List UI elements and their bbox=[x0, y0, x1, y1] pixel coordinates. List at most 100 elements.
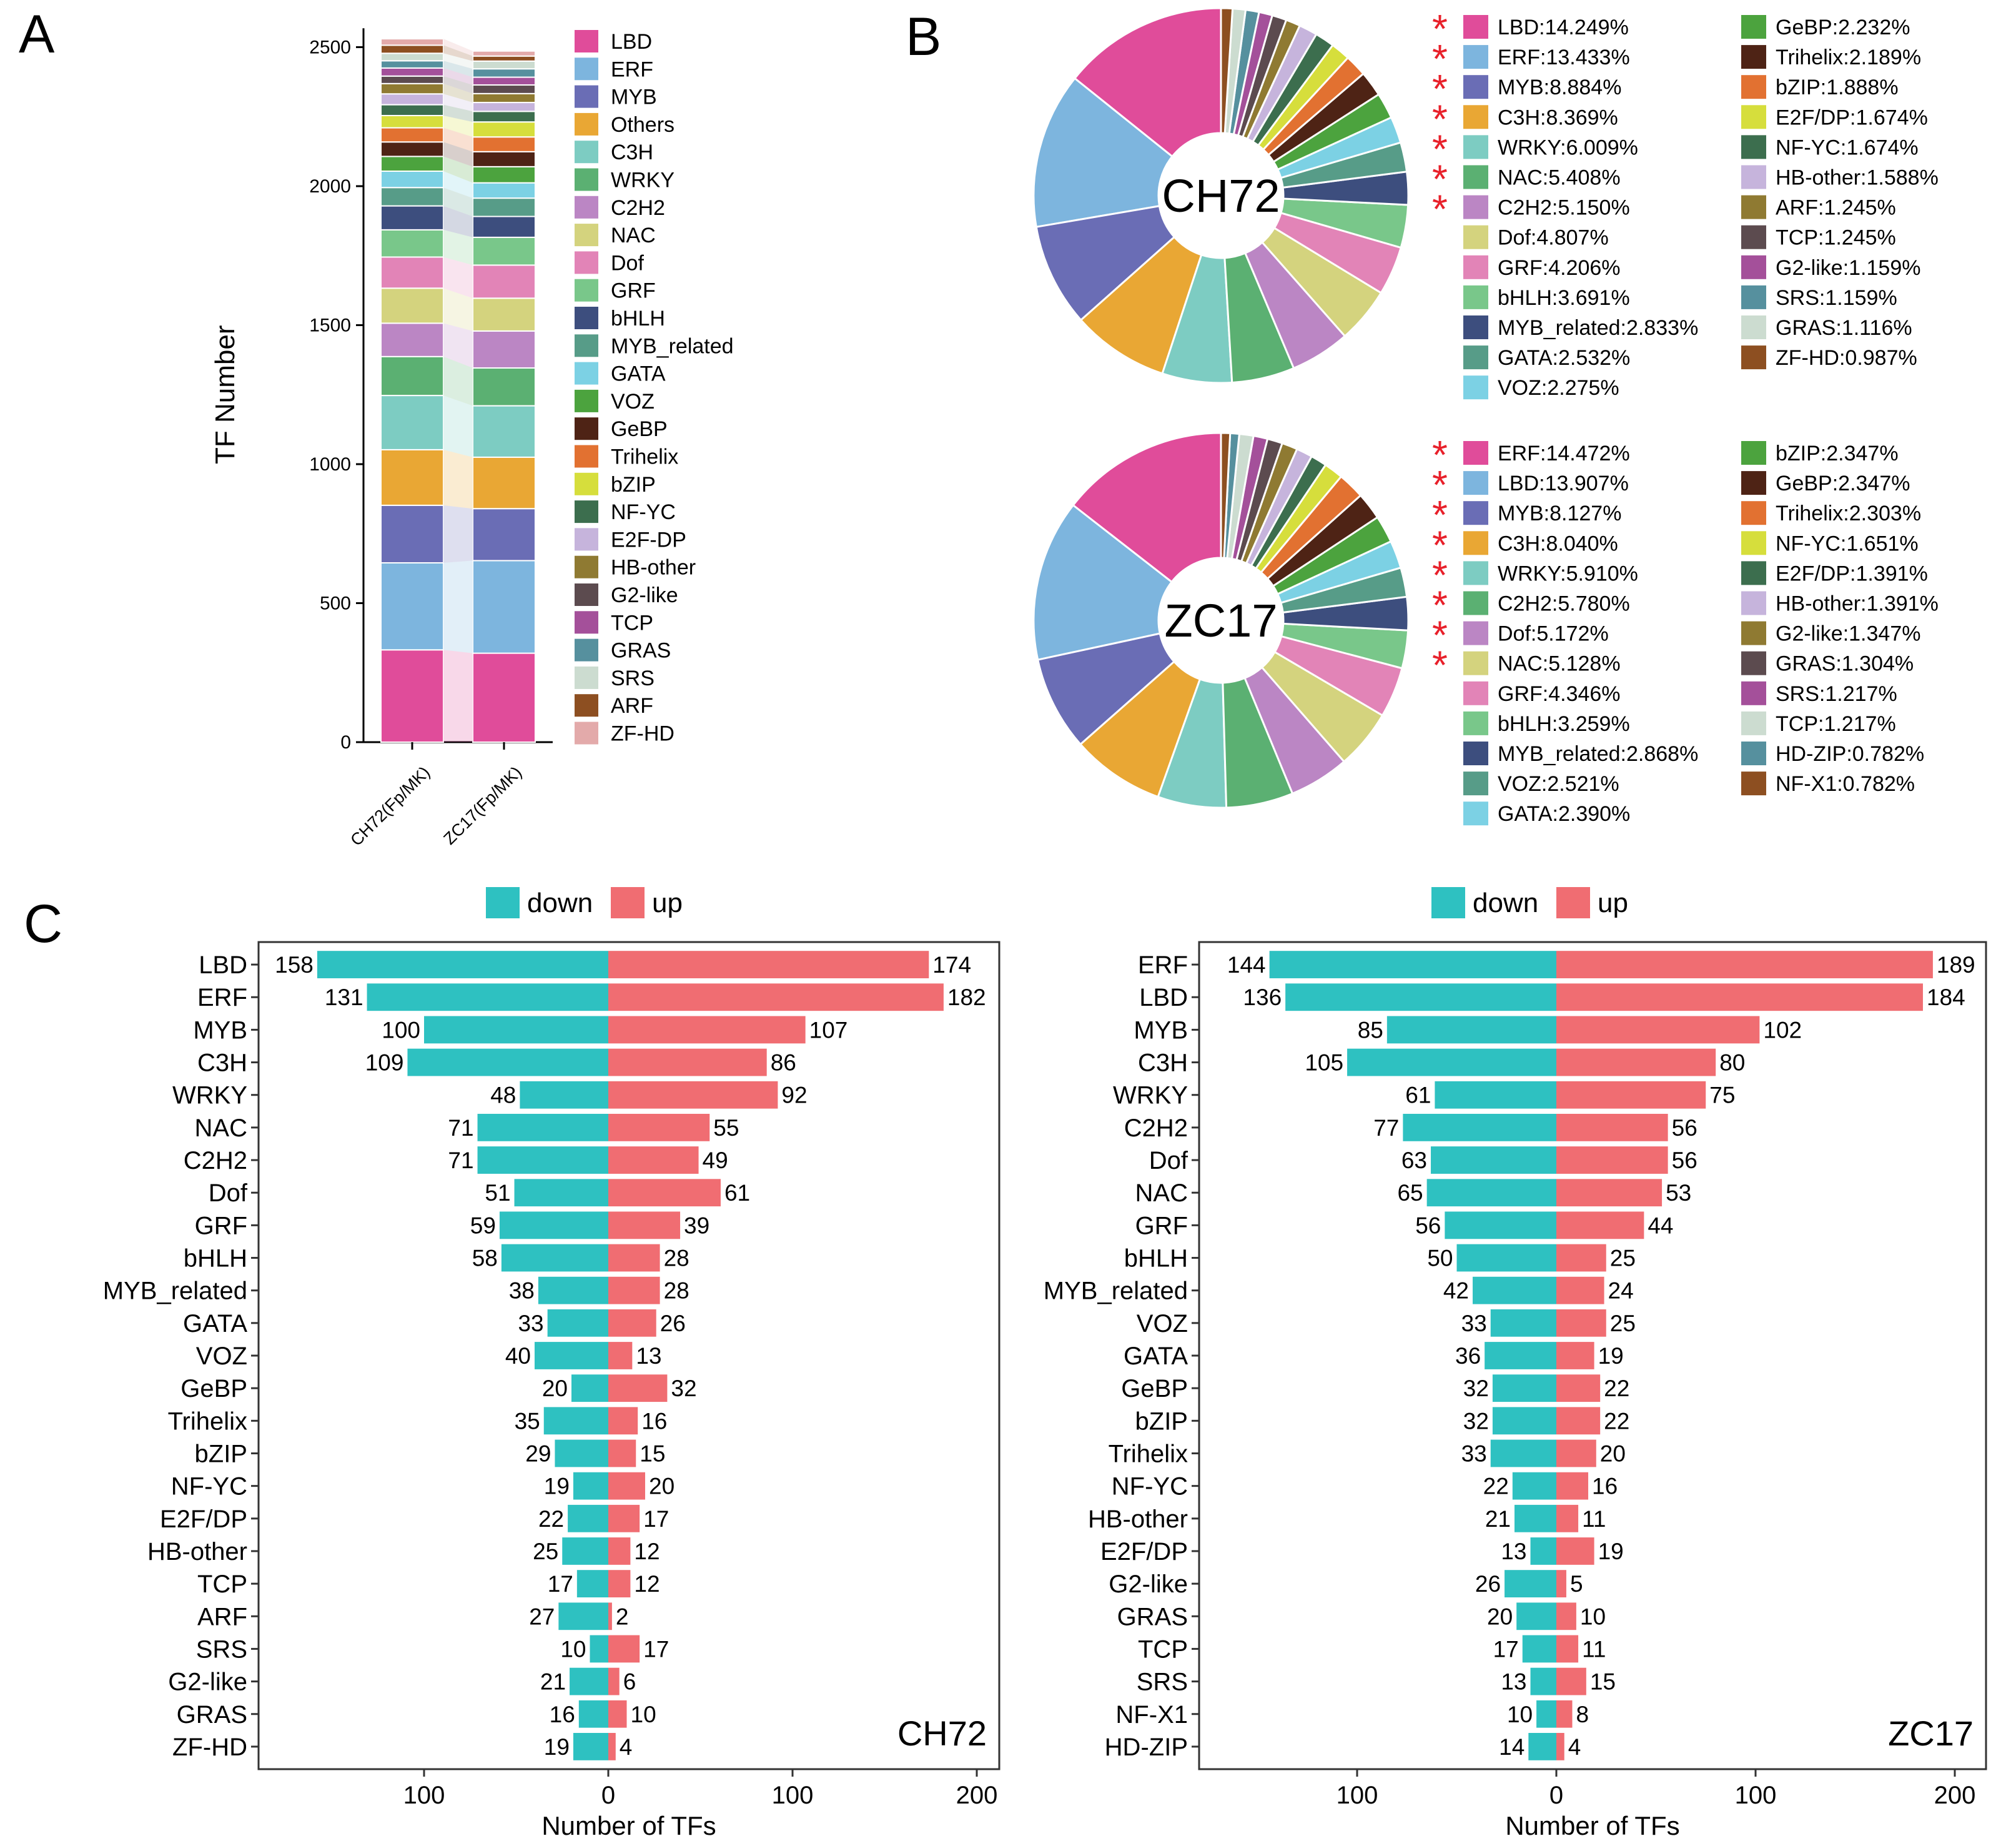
bar-down-grf bbox=[499, 1211, 608, 1239]
data-label-down: 20 bbox=[542, 1376, 568, 1401]
stack-connector-c2h2 bbox=[443, 323, 473, 369]
pie-slice-erf bbox=[1072, 432, 1222, 583]
data-label-up: 189 bbox=[1937, 952, 1975, 978]
legend-swatch-c2h2 bbox=[575, 196, 598, 219]
significance-star: * bbox=[1432, 6, 1448, 51]
bar-down-hd-zip bbox=[1528, 1733, 1556, 1760]
legend-label: NAC:5.408% bbox=[1498, 166, 1621, 190]
legend-label: WRKY:5.910% bbox=[1498, 562, 1638, 585]
stack-connector-e2f-dp bbox=[443, 94, 473, 112]
bar-up-e2f-dp bbox=[1556, 1537, 1594, 1565]
legend-swatch-c3h bbox=[1463, 531, 1488, 555]
legend-label: Trihelix:2.303% bbox=[1776, 502, 1921, 525]
y-tick-label: bZIP bbox=[195, 1440, 247, 1467]
legend-swatch-tcp bbox=[575, 611, 598, 634]
bar-down-wrky bbox=[520, 1081, 608, 1109]
data-label-up: 25 bbox=[1610, 1246, 1636, 1271]
stack-segment-trihelix bbox=[380, 127, 444, 143]
legend-swatch-myb-related bbox=[1463, 742, 1488, 765]
x-axis-title: Number of TFs bbox=[541, 1811, 716, 1836]
y-tick-label: C3H bbox=[197, 1049, 247, 1077]
y-tick-label: E2F/DP bbox=[160, 1506, 247, 1533]
significance-star: * bbox=[1432, 552, 1448, 597]
data-label-down: 71 bbox=[448, 1148, 473, 1173]
x-tick-label: 100 bbox=[403, 1782, 445, 1809]
significance-star: * bbox=[1432, 432, 1448, 477]
y-tick-label: Trihelix bbox=[1109, 1440, 1188, 1467]
bar-down-gras bbox=[1516, 1602, 1556, 1630]
data-label-up: 15 bbox=[1590, 1669, 1616, 1695]
data-label-down: 26 bbox=[1475, 1571, 1501, 1597]
legend-swatch-gras bbox=[1741, 315, 1766, 339]
bar-down-bhlh bbox=[1456, 1244, 1556, 1272]
legend-swatch-gata bbox=[575, 362, 598, 385]
data-label-up: 182 bbox=[947, 985, 986, 1010]
bar-down-tcp bbox=[576, 1570, 608, 1598]
legend-swatch-gebp bbox=[1741, 15, 1766, 39]
data-label-up: 44 bbox=[1648, 1213, 1673, 1238]
legend-swatch-erf bbox=[1463, 441, 1488, 465]
legend-label: GRF:4.346% bbox=[1498, 682, 1621, 706]
data-label-down: 17 bbox=[1493, 1636, 1519, 1662]
legend-label: GATA:2.390% bbox=[1498, 802, 1630, 826]
pie-slice-lbd bbox=[1032, 504, 1174, 662]
bar-down-myb bbox=[1386, 1016, 1556, 1044]
legend-label: GRAS bbox=[611, 639, 671, 663]
data-label-up: 12 bbox=[634, 1571, 660, 1597]
y-tick-label: HD-ZIP bbox=[1105, 1734, 1188, 1761]
bar-down-lbd bbox=[1285, 983, 1556, 1011]
data-label-up: 25 bbox=[1610, 1311, 1636, 1336]
legend-swatch-e2f-dp bbox=[1741, 105, 1766, 129]
legend-label: ERF:14.472% bbox=[1498, 442, 1630, 465]
data-label-up: 12 bbox=[634, 1539, 660, 1564]
bar-down-gras bbox=[578, 1700, 608, 1728]
legend-label: NF-YC:1.651% bbox=[1776, 532, 1919, 555]
legend-label: C2H2:5.150% bbox=[1498, 196, 1630, 220]
bar-down-nac bbox=[1426, 1179, 1556, 1207]
significance-star: * bbox=[1432, 66, 1448, 111]
y-tick-label: 2500 bbox=[309, 37, 351, 58]
legend-label: Dof bbox=[611, 251, 644, 275]
legend-swatch-srs bbox=[575, 666, 598, 689]
y-tick-label: 2000 bbox=[309, 176, 351, 197]
legend-label: E2F/DP:1.391% bbox=[1776, 562, 1928, 585]
legend-label: ARF:1.245% bbox=[1776, 196, 1896, 220]
stack-segment-c2h2 bbox=[380, 322, 444, 357]
bar-up-hb-other bbox=[608, 1537, 631, 1565]
data-label-up: 56 bbox=[1672, 1115, 1697, 1141]
legend-swatch-c2h2 bbox=[1463, 591, 1488, 615]
bar-up-gata bbox=[608, 1309, 656, 1337]
y-axis-title: TF Number bbox=[210, 325, 240, 464]
y-tick-label: ERF bbox=[197, 984, 247, 1011]
data-label-up: 22 bbox=[1604, 1376, 1629, 1401]
data-label-down: 25 bbox=[533, 1539, 558, 1564]
bar-up-hb-other bbox=[1556, 1504, 1579, 1532]
data-label-down: 105 bbox=[1305, 1050, 1343, 1076]
legend-label: G2-like bbox=[611, 583, 678, 607]
y-tick-label: Dof bbox=[1149, 1147, 1188, 1174]
legend-swatch-c3h bbox=[1463, 105, 1488, 129]
legend-label: NF-YC:1.674% bbox=[1776, 136, 1919, 159]
pie-center-title: CH72 bbox=[1162, 170, 1280, 222]
y-tick-label: NF-X1 bbox=[1115, 1701, 1188, 1729]
bar-up-srs bbox=[608, 1635, 640, 1663]
data-label-down: 10 bbox=[560, 1636, 586, 1662]
stack-segment-srs bbox=[472, 60, 536, 70]
bar-down-c2h2 bbox=[477, 1146, 608, 1174]
legend-swatch-hb-other bbox=[575, 555, 598, 578]
bar-down-gata bbox=[1485, 1342, 1556, 1369]
significance-star: * bbox=[1432, 613, 1448, 658]
significance-star: * bbox=[1432, 36, 1448, 81]
bar-down-hb-other bbox=[562, 1537, 608, 1565]
y-tick-label: 0 bbox=[340, 732, 351, 753]
bar-down-erf bbox=[367, 983, 608, 1011]
legend-swatch-bzip bbox=[1741, 441, 1766, 465]
stack-segment-lbd bbox=[472, 652, 536, 743]
bar-up-lbd bbox=[608, 951, 929, 978]
stack-connector-tcp bbox=[443, 67, 473, 86]
stack-segment-gata bbox=[472, 182, 536, 199]
data-label-up: 10 bbox=[631, 1702, 656, 1727]
legend-swatch-up bbox=[611, 887, 645, 918]
y-tick-label: GATA bbox=[183, 1310, 247, 1337]
stack-connector-others bbox=[443, 449, 473, 509]
